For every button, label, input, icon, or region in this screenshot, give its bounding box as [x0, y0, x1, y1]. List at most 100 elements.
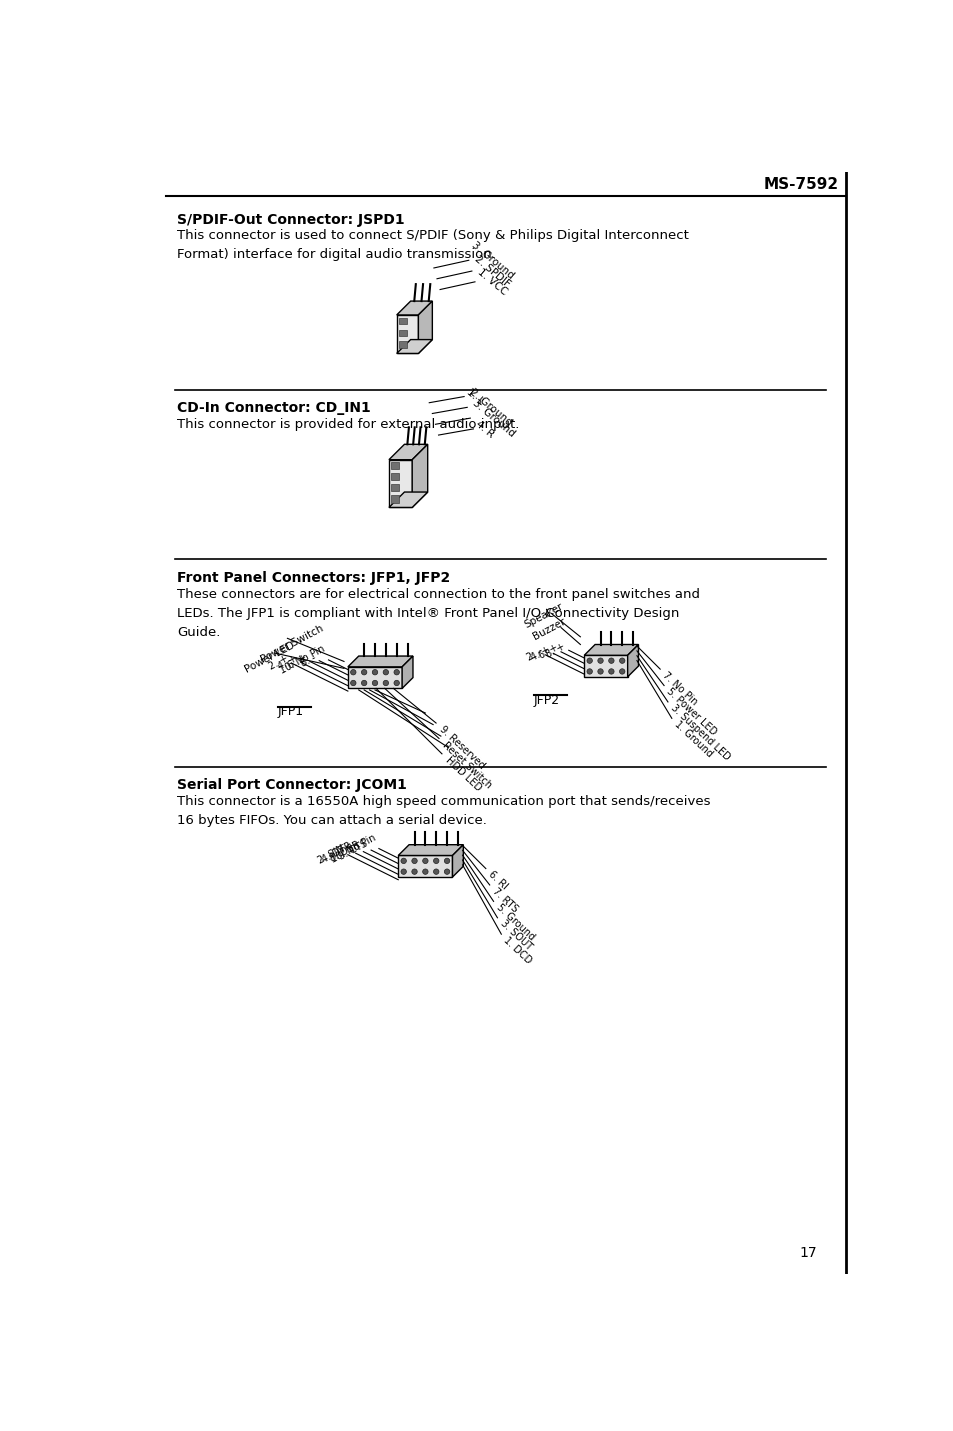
- Circle shape: [361, 680, 367, 685]
- Text: 7. No Pin: 7. No Pin: [660, 670, 699, 707]
- Polygon shape: [583, 655, 627, 677]
- Text: 1. Ground: 1. Ground: [672, 720, 714, 760]
- Text: Serial Port Connector: JCOM1: Serial Port Connector: JCOM1: [177, 778, 407, 793]
- Circle shape: [444, 859, 449, 863]
- Polygon shape: [348, 667, 402, 688]
- Text: 2. Ground: 2. Ground: [468, 386, 514, 428]
- Text: 9. CTS: 9. CTS: [337, 839, 369, 861]
- Circle shape: [350, 680, 355, 685]
- Text: Reset Switch: Reset Switch: [440, 740, 493, 790]
- Text: MS-7592: MS-7592: [762, 176, 838, 192]
- Circle shape: [433, 869, 438, 874]
- Text: Power Switch: Power Switch: [258, 622, 324, 664]
- Bar: [391, 472, 398, 481]
- Circle shape: [372, 680, 377, 685]
- Circle shape: [444, 869, 449, 874]
- Text: 9. Reserved: 9. Reserved: [437, 724, 486, 771]
- Circle shape: [608, 658, 614, 664]
- Text: 1. L: 1. L: [464, 386, 485, 406]
- Polygon shape: [627, 644, 638, 677]
- Circle shape: [383, 670, 388, 675]
- Bar: [398, 342, 406, 348]
- Text: JFP1: JFP1: [278, 705, 304, 718]
- Polygon shape: [397, 856, 452, 877]
- Text: 2. +: 2. +: [267, 654, 290, 673]
- Text: HDD LED: HDD LED: [443, 756, 483, 793]
- Text: 3. Suspend LED: 3. Suspend LED: [668, 703, 731, 763]
- Text: 5. Power LED: 5. Power LED: [664, 687, 718, 737]
- Polygon shape: [396, 301, 432, 315]
- Polygon shape: [396, 339, 432, 353]
- Text: S/PDIF-Out Connector: JSPD1: S/PDIF-Out Connector: JSPD1: [177, 213, 405, 226]
- Text: 8. +: 8. +: [544, 641, 567, 660]
- Text: 17: 17: [799, 1246, 816, 1259]
- Text: 4. +: 4. +: [529, 644, 551, 663]
- Circle shape: [361, 670, 367, 675]
- Circle shape: [400, 869, 406, 874]
- Circle shape: [618, 668, 624, 674]
- Text: 1. VCC: 1. VCC: [476, 266, 509, 298]
- Text: 2. -: 2. -: [525, 647, 543, 663]
- Polygon shape: [412, 444, 427, 508]
- Bar: [398, 318, 406, 325]
- Polygon shape: [389, 459, 412, 508]
- Text: 7. RTS: 7. RTS: [490, 886, 519, 914]
- Text: 10. No Pin: 10. No Pin: [278, 644, 327, 675]
- Polygon shape: [397, 844, 463, 856]
- Text: 6. RI: 6. RI: [486, 870, 509, 892]
- Text: 1. DCD: 1. DCD: [501, 934, 534, 966]
- Circle shape: [433, 859, 438, 863]
- Polygon shape: [389, 444, 427, 459]
- Text: These connectors are for electrical connection to the front panel switches and
L: These connectors are for electrical conn…: [177, 588, 700, 638]
- Circle shape: [586, 668, 592, 674]
- Text: Speaker: Speaker: [521, 601, 564, 630]
- Text: This connector is provided for external audio input.: This connector is provided for external …: [177, 418, 519, 431]
- Text: 6. +: 6. +: [537, 643, 558, 661]
- Polygon shape: [452, 844, 463, 877]
- Polygon shape: [396, 315, 418, 353]
- Text: 10. No Pin: 10. No Pin: [329, 833, 377, 864]
- Text: 3. Ground: 3. Ground: [469, 240, 515, 280]
- Circle shape: [400, 859, 406, 863]
- Polygon shape: [348, 655, 413, 667]
- Text: 2. SIN: 2. SIN: [315, 843, 346, 866]
- Circle shape: [598, 658, 602, 664]
- Text: 4. +: 4. +: [276, 653, 298, 671]
- Circle shape: [412, 859, 416, 863]
- Bar: [391, 495, 398, 502]
- Circle shape: [394, 670, 399, 675]
- Text: Buzzer: Buzzer: [531, 617, 567, 643]
- Circle shape: [608, 668, 614, 674]
- Polygon shape: [389, 492, 427, 508]
- Polygon shape: [402, 655, 413, 688]
- Text: 8. DSR: 8. DSR: [328, 840, 361, 864]
- Circle shape: [394, 680, 399, 685]
- Circle shape: [586, 658, 592, 664]
- Bar: [391, 484, 398, 491]
- Text: CD-In Connector: CD_IN1: CD-In Connector: CD_IN1: [177, 401, 371, 415]
- Circle shape: [383, 680, 388, 685]
- Circle shape: [598, 668, 602, 674]
- Text: JFP2: JFP2: [534, 694, 559, 707]
- Circle shape: [618, 658, 624, 664]
- Bar: [398, 329, 406, 336]
- Text: 4. R: 4. R: [474, 418, 496, 439]
- Text: 2. SPDIF: 2. SPDIF: [472, 253, 512, 289]
- Circle shape: [372, 670, 377, 675]
- Circle shape: [412, 869, 416, 874]
- Bar: [391, 462, 398, 469]
- Circle shape: [350, 670, 355, 675]
- Text: Power LED: Power LED: [243, 640, 296, 675]
- Polygon shape: [418, 301, 432, 353]
- Circle shape: [422, 869, 428, 874]
- Text: 4. DTR: 4. DTR: [320, 841, 354, 866]
- Polygon shape: [583, 644, 638, 655]
- Text: 3. SOUT: 3. SOUT: [497, 919, 533, 953]
- Text: 8. -: 8. -: [298, 653, 317, 668]
- Text: This connector is a 16550A high speed communication port that sends/receives
16 : This connector is a 16550A high speed co…: [177, 796, 710, 827]
- Text: This connector is used to connect S/PDIF (Sony & Philips Digital Interconnect
Fo: This connector is used to connect S/PDIF…: [177, 229, 688, 262]
- Text: 5. Ground: 5. Ground: [494, 902, 536, 942]
- Text: Front Panel Connectors: JFP1, JFP2: Front Panel Connectors: JFP1, JFP2: [177, 571, 450, 585]
- Text: 3. Ground: 3. Ground: [471, 398, 517, 438]
- Circle shape: [422, 859, 428, 863]
